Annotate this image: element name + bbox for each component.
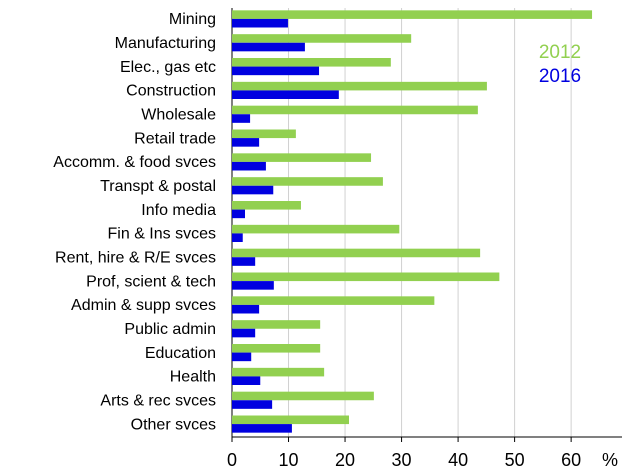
bar xyxy=(232,320,321,329)
bar xyxy=(232,352,252,362)
bar xyxy=(232,10,593,19)
x-tick-label: 0 xyxy=(227,450,237,470)
bar xyxy=(232,161,266,171)
bar xyxy=(232,34,412,43)
bar xyxy=(232,129,296,139)
bar xyxy=(232,344,321,353)
bar xyxy=(232,66,320,76)
legend-entry: 2016 xyxy=(539,66,581,87)
bar xyxy=(232,296,435,305)
y-tick-label: Education xyxy=(145,345,216,362)
bar xyxy=(232,367,325,377)
bar xyxy=(232,272,500,282)
x-tick-label: 40 xyxy=(448,450,468,470)
y-tick-label: Accomm. & food svces xyxy=(53,154,216,171)
x-tick-label: 30 xyxy=(392,450,412,470)
bar xyxy=(232,424,292,433)
bar xyxy=(232,224,400,234)
bar xyxy=(232,42,305,52)
bar xyxy=(232,328,256,338)
y-tick-label: Health xyxy=(170,369,216,386)
y-tick-label: Wholesale xyxy=(141,106,216,123)
y-tick-label: Public admin xyxy=(124,321,216,338)
bar xyxy=(232,105,478,115)
legend-entry: 2012 xyxy=(539,42,581,63)
bar xyxy=(232,415,349,425)
bar xyxy=(232,304,260,314)
x-tick-label: 20 xyxy=(335,450,355,470)
y-tick-label: Admin & supp svces xyxy=(71,297,216,314)
bar xyxy=(232,248,481,258)
y-tick-label: Fin & Ins svces xyxy=(108,226,216,243)
bar xyxy=(232,391,374,401)
y-tick-label: Prof, scient & tech xyxy=(86,273,216,290)
y-tick-label: Arts & rec svces xyxy=(100,392,216,409)
y-tick-label: Transpt & postal xyxy=(100,178,216,195)
bar xyxy=(232,201,301,210)
bar xyxy=(232,138,260,147)
bar xyxy=(232,153,372,162)
y-tick-label: Other svces xyxy=(131,416,216,433)
bar xyxy=(232,257,256,266)
bar xyxy=(232,58,391,67)
x-axis-label: % xyxy=(602,450,618,470)
y-tick-label: Retail trade xyxy=(134,130,216,147)
bar xyxy=(232,376,261,385)
y-tick-label: Construction xyxy=(126,83,216,100)
y-tick-label: Manufacturing xyxy=(115,35,216,52)
bar xyxy=(232,209,245,219)
bar xyxy=(232,177,383,186)
x-tick-label: 60 xyxy=(561,450,581,470)
bar xyxy=(232,185,274,195)
bar xyxy=(232,90,339,99)
bar xyxy=(232,400,273,409)
bar xyxy=(232,233,243,242)
bar xyxy=(232,281,274,290)
y-tick-label: Mining xyxy=(169,11,216,28)
y-tick-label: Rent, hire & R/E svces xyxy=(55,249,216,266)
y-tick-label: Elec., gas etc xyxy=(120,59,216,76)
bar xyxy=(232,81,487,91)
x-tick-label: 10 xyxy=(279,450,299,470)
x-tick-label: 50 xyxy=(505,450,525,470)
bar xyxy=(232,18,288,28)
y-tick-label: Info media xyxy=(141,202,216,219)
bar xyxy=(232,114,251,123)
